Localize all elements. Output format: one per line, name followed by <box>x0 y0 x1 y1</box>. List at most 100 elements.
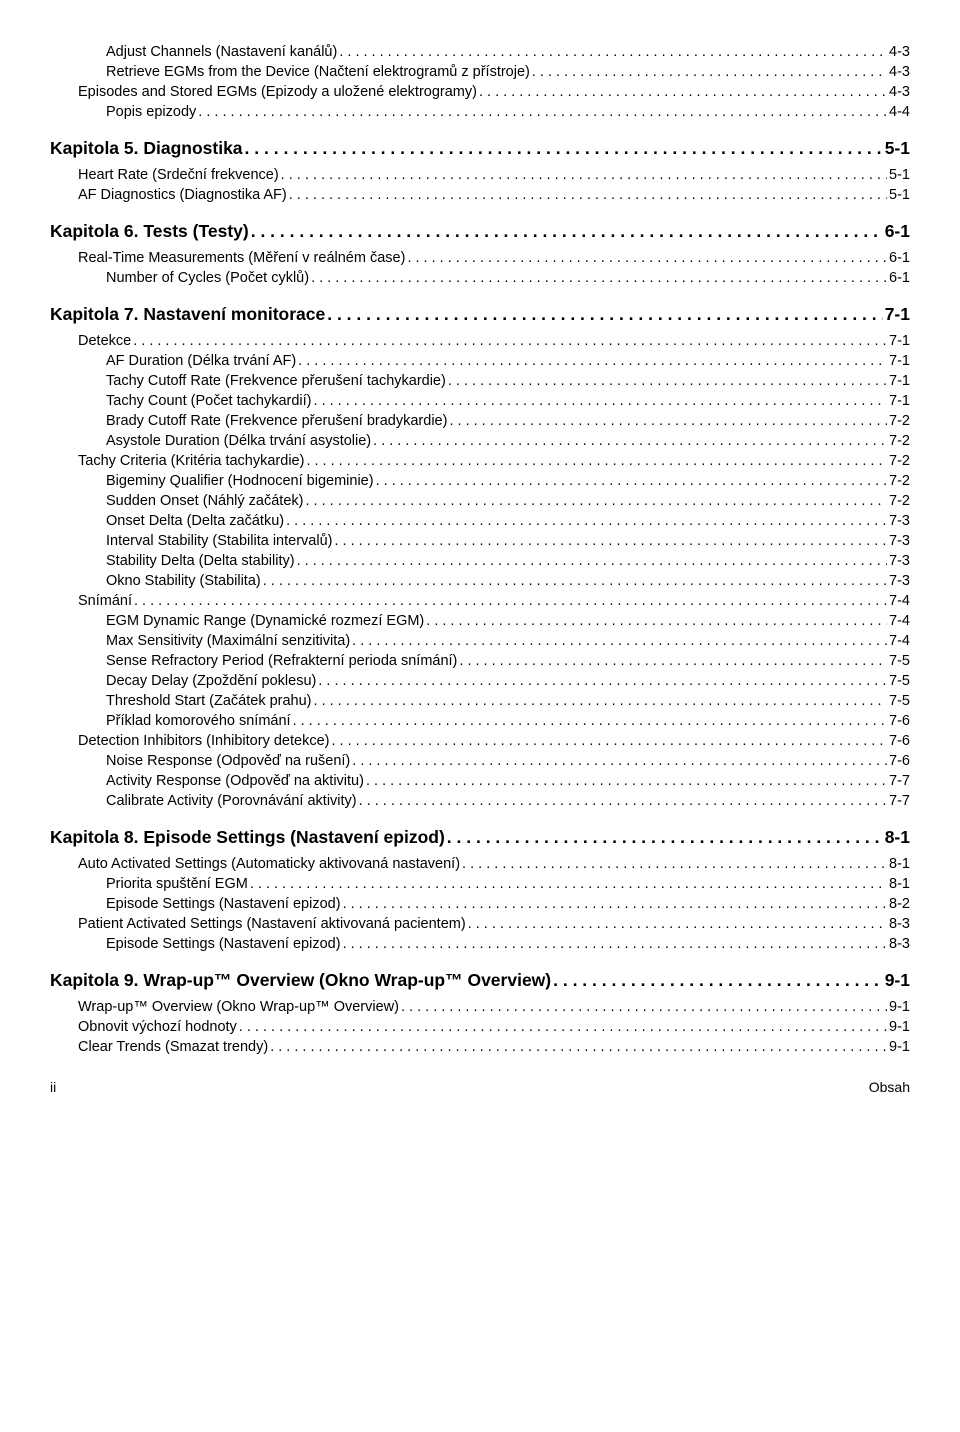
toc-label: Episodes and Stored EGMs (Epizody a ulož… <box>78 84 477 100</box>
toc-entry: Okno Stability (Stabilita)7-3 <box>50 573 910 589</box>
toc-label: Retrieve EGMs from the Device (Načtení e… <box>106 64 530 80</box>
toc-dots <box>239 1019 887 1035</box>
toc-dots <box>134 593 887 609</box>
toc-entry: Snímání7-4 <box>50 593 910 609</box>
toc-page: 7-2 <box>889 473 910 489</box>
toc-entry: Number of Cycles (Počet cyklů)6-1 <box>50 270 910 286</box>
toc-dots <box>293 713 887 729</box>
toc-label: Max Sensitivity (Maximální senzitivita) <box>106 633 350 649</box>
toc-dots <box>245 138 883 159</box>
toc-entry: EGM Dynamic Range (Dynamické rozmezí EGM… <box>50 613 910 629</box>
toc-page: 9-1 <box>885 970 910 991</box>
toc-dots <box>426 613 887 629</box>
toc-page: 5-1 <box>889 167 910 183</box>
toc-dots <box>448 373 887 389</box>
toc-dots <box>318 673 887 689</box>
toc-label: Clear Trends (Smazat trendy) <box>78 1039 268 1055</box>
toc-page: 5-1 <box>885 138 910 159</box>
toc-dots <box>407 250 887 266</box>
toc-label: Kapitola 8. Episode Settings (Nastavení … <box>50 827 445 848</box>
toc-dots <box>339 44 887 60</box>
toc-dots <box>459 653 887 669</box>
toc-dots <box>352 753 887 769</box>
toc-dots <box>343 896 887 912</box>
toc-page: 7-1 <box>889 333 910 349</box>
toc-label: Heart Rate (Srdeční frekvence) <box>78 167 279 183</box>
toc-dots <box>532 64 887 80</box>
toc-entry: Bigeminy Qualifier (Hodnocení bigeminie)… <box>50 473 910 489</box>
toc-label: Tachy Cutoff Rate (Frekvence přerušení t… <box>106 373 446 389</box>
toc-entry: Příklad komorového snímání 7-6 <box>50 713 910 729</box>
toc-entry: Retrieve EGMs from the Device (Načtení e… <box>50 64 910 80</box>
toc-dots <box>289 187 887 203</box>
toc-label: Calibrate Activity (Porovnávání aktivity… <box>106 793 357 809</box>
toc-page: 7-4 <box>889 593 910 609</box>
toc-chapter: Kapitola 9. Wrap-up™ Overview (Okno Wrap… <box>50 970 910 991</box>
toc-page: 7-2 <box>889 413 910 429</box>
toc-entry: Detection Inhibitors (Inhibitory detekce… <box>50 733 910 749</box>
toc-entry: Tachy Cutoff Rate (Frekvence přerušení t… <box>50 373 910 389</box>
toc-entry: Wrap-up™ Overview (Okno Wrap-up™ Overvie… <box>50 999 910 1015</box>
toc-page: 8-1 <box>885 827 910 848</box>
toc-entry: Clear Trends (Smazat trendy) 9-1 <box>50 1039 910 1055</box>
toc-entry: Sense Refractory Period (Refrakterní per… <box>50 653 910 669</box>
toc-label: Příklad komorového snímání <box>106 713 291 729</box>
toc-dots <box>281 167 887 183</box>
toc-page: 6-1 <box>889 250 910 266</box>
toc-dots <box>270 1039 887 1055</box>
footer-section-title: Obsah <box>869 1079 910 1095</box>
toc-page: 9-1 <box>889 1039 910 1055</box>
toc-label: Brady Cutoff Rate (Frekvence přerušení b… <box>106 413 447 429</box>
toc-entry: Obnovit výchozí hodnoty9-1 <box>50 1019 910 1035</box>
toc-chapter: Kapitola 7. Nastavení monitorace 7-1 <box>50 304 910 325</box>
toc-page: 7-1 <box>889 353 910 369</box>
toc-label: Kapitola 6. Tests (Testy) <box>50 221 249 242</box>
toc-page: 7-5 <box>889 673 910 689</box>
toc-dots <box>314 693 888 709</box>
toc-label: Stability Delta (Delta stability) <box>106 553 295 569</box>
toc-page: 7-1 <box>889 393 910 409</box>
toc-dots <box>198 104 887 120</box>
toc-entry: Brady Cutoff Rate (Frekvence přerušení b… <box>50 413 910 429</box>
toc-dots <box>286 513 887 529</box>
toc-page: 4-3 <box>889 44 910 60</box>
toc-label: Tachy Criteria (Kritéria tachykardie) <box>78 453 304 469</box>
toc-dots <box>373 433 887 449</box>
toc-dots <box>305 493 887 509</box>
toc-entry: Sudden Onset (Náhlý začátek)7-2 <box>50 493 910 509</box>
toc-page: 7-4 <box>889 633 910 649</box>
toc-page: 9-1 <box>889 999 910 1015</box>
toc-page: 8-3 <box>889 936 910 952</box>
footer-page-number: ii <box>50 1079 56 1095</box>
toc-page: 6-1 <box>889 270 910 286</box>
toc-page: 4-3 <box>889 64 910 80</box>
toc-page: 5-1 <box>889 187 910 203</box>
toc-entry: Onset Delta (Delta začátku)7-3 <box>50 513 910 529</box>
toc-page: 8-1 <box>889 856 910 872</box>
table-of-contents: Adjust Channels (Nastavení kanálů)4-3Ret… <box>50 44 910 1055</box>
toc-dots <box>447 827 883 848</box>
toc-entry: Noise Response (Odpověď na rušení)7-6 <box>50 753 910 769</box>
toc-dots <box>352 633 887 649</box>
toc-chapter: Kapitola 6. Tests (Testy) 6-1 <box>50 221 910 242</box>
toc-dots <box>479 84 887 100</box>
toc-label: Asystole Duration (Délka trvání asystoli… <box>106 433 371 449</box>
toc-label: Wrap-up™ Overview (Okno Wrap-up™ Overvie… <box>78 999 399 1015</box>
toc-page: 7-5 <box>889 653 910 669</box>
toc-label: Kapitola 7. Nastavení monitorace <box>50 304 325 325</box>
toc-page: 7-7 <box>889 773 910 789</box>
toc-dots <box>359 793 887 809</box>
toc-label: EGM Dynamic Range (Dynamické rozmezí EGM… <box>106 613 424 629</box>
toc-label: Okno Stability (Stabilita) <box>106 573 261 589</box>
toc-entry: Real-Time Measurements (Měření v reálném… <box>50 250 910 266</box>
toc-page: 4-3 <box>889 84 910 100</box>
toc-label: Decay Delay (Zpoždění poklesu) <box>106 673 316 689</box>
toc-page: 7-2 <box>889 453 910 469</box>
toc-page: 7-6 <box>889 713 910 729</box>
toc-label: Onset Delta (Delta začátku) <box>106 513 284 529</box>
toc-dots <box>401 999 887 1015</box>
toc-dots <box>334 533 887 549</box>
toc-chapter: Kapitola 5. Diagnostika 5-1 <box>50 138 910 159</box>
toc-label: Noise Response (Odpověď na rušení) <box>106 753 350 769</box>
toc-entry: Calibrate Activity (Porovnávání aktivity… <box>50 793 910 809</box>
